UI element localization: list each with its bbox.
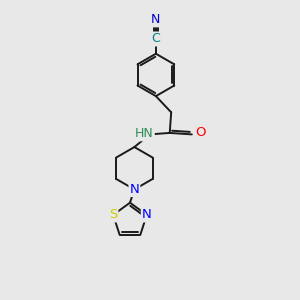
Text: S: S [109,208,117,221]
Text: N: N [142,208,152,221]
Text: N: N [151,14,160,26]
Text: O: O [195,126,205,140]
Text: C: C [152,32,160,46]
Text: HN: HN [135,127,154,140]
Text: N: N [130,183,139,196]
